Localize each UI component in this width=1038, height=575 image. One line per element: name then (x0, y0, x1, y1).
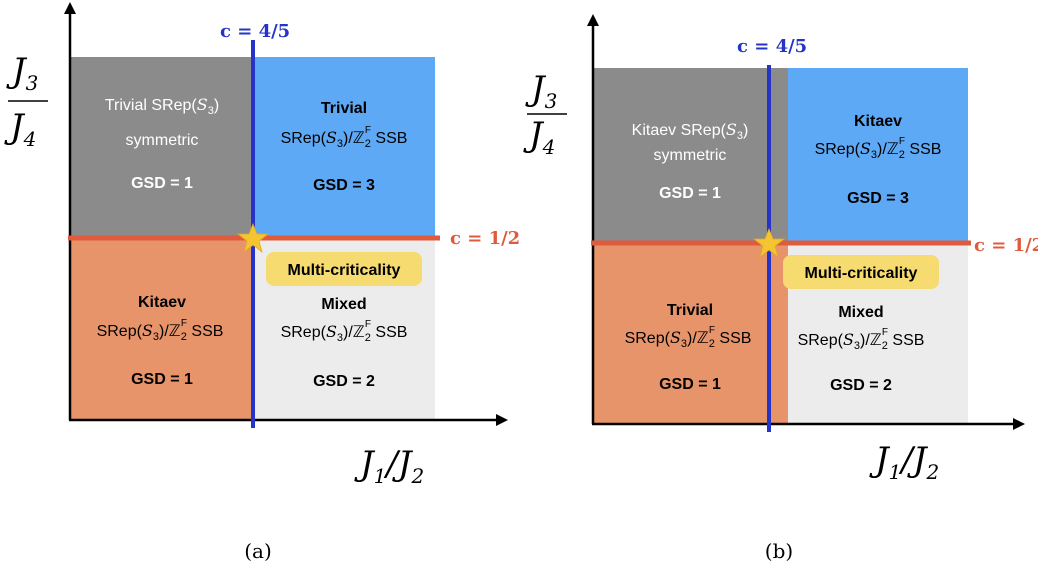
bottom-left-gsd: GSD = 1 (659, 376, 721, 393)
diagram-canvas-a: c = 4/5 c = 1/2 J3 J4 J1/J2 Trivial SRep… (4, 2, 519, 563)
bottom-right-name: Mixed (321, 296, 366, 313)
multicriticality-badge (783, 255, 939, 289)
multicriticality-badge (266, 252, 422, 286)
region-top-left (593, 68, 788, 243)
top-left-line1: Trivial SRep(S3) (105, 95, 219, 117)
top-right-line2: SRep(S3)/ℤ2F SSB (815, 136, 942, 161)
top-left-line1: Kitaev SRep(S3) (632, 120, 749, 142)
y-axis-numerator: J3 (525, 69, 557, 113)
top-left-line2: symmetric (126, 132, 199, 149)
y-axis-denominator: J4 (523, 115, 555, 159)
vertical-line-label: c = 4/5 (737, 36, 807, 57)
y-axis-denominator: J4 (4, 107, 36, 151)
multicriticality-label: Multi-criticality (288, 262, 401, 279)
panel-caption: (b) (765, 539, 793, 563)
y-axis-numerator: J3 (6, 51, 38, 95)
bottom-right-gsd: GSD = 2 (313, 373, 375, 390)
bottom-right-line2: SRep(S3)/ℤ2F SSB (281, 319, 408, 344)
region-bottom-left (593, 243, 788, 423)
phase-diagram-b: c = 4/5 c = 1/2 J3 J4 J1/J2 Kitaev SRep(… (519, 0, 1038, 575)
x-axis-label: J1/J2 (354, 444, 424, 488)
bottom-left-line2: SRep(S3)/ℤ2F SSB (625, 325, 752, 350)
panel-caption: (a) (244, 539, 272, 563)
x-axis-label: J1/J2 (869, 440, 939, 484)
region-bottom-left (70, 238, 253, 419)
top-left-gsd: GSD = 1 (131, 175, 193, 192)
bottom-right-line2: SRep(S3)/ℤ2F SSB (798, 327, 925, 352)
bottom-left-name: Kitaev (138, 294, 186, 311)
top-right-gsd: GSD = 3 (313, 177, 375, 194)
multicritical-star-icon (752, 227, 786, 259)
multicritical-star-icon (236, 222, 270, 254)
diagram-canvas-b: c = 4/5 c = 1/2 J3 J4 J1/J2 Kitaev SRep(… (523, 14, 1038, 563)
bottom-left-line2: SRep(S3)/ℤ2F SSB (97, 318, 224, 343)
bottom-left-name: Trivial (667, 302, 713, 319)
x-axis-arrow (1013, 418, 1025, 430)
top-left-gsd: GSD = 1 (659, 185, 721, 202)
top-right-gsd: GSD = 3 (847, 190, 909, 207)
y-axis-arrow (64, 2, 76, 14)
top-left-line2: symmetric (654, 147, 727, 164)
top-right-name: Trivial (321, 100, 367, 117)
region-top-left (70, 57, 253, 238)
bottom-right-gsd: GSD = 2 (830, 377, 892, 394)
top-right-name: Kitaev (854, 113, 902, 130)
horizontal-line-label: c = 1/2 (974, 235, 1038, 256)
bottom-left-gsd: GSD = 1 (131, 371, 193, 388)
bottom-right-name: Mixed (838, 304, 883, 321)
region-top-right (253, 57, 435, 238)
vertical-line-label: c = 4/5 (220, 21, 290, 42)
horizontal-line-label: c = 1/2 (450, 228, 519, 249)
x-axis-arrow (496, 414, 508, 426)
phase-diagram-a: c = 4/5 c = 1/2 J3 J4 J1/J2 Trivial SRep… (4, 2, 519, 563)
y-axis-arrow (587, 14, 599, 26)
region-top-right (788, 68, 968, 243)
multicriticality-label: Multi-criticality (805, 265, 918, 282)
top-right-line2: SRep(S3)/ℤ2F SSB (281, 125, 408, 150)
